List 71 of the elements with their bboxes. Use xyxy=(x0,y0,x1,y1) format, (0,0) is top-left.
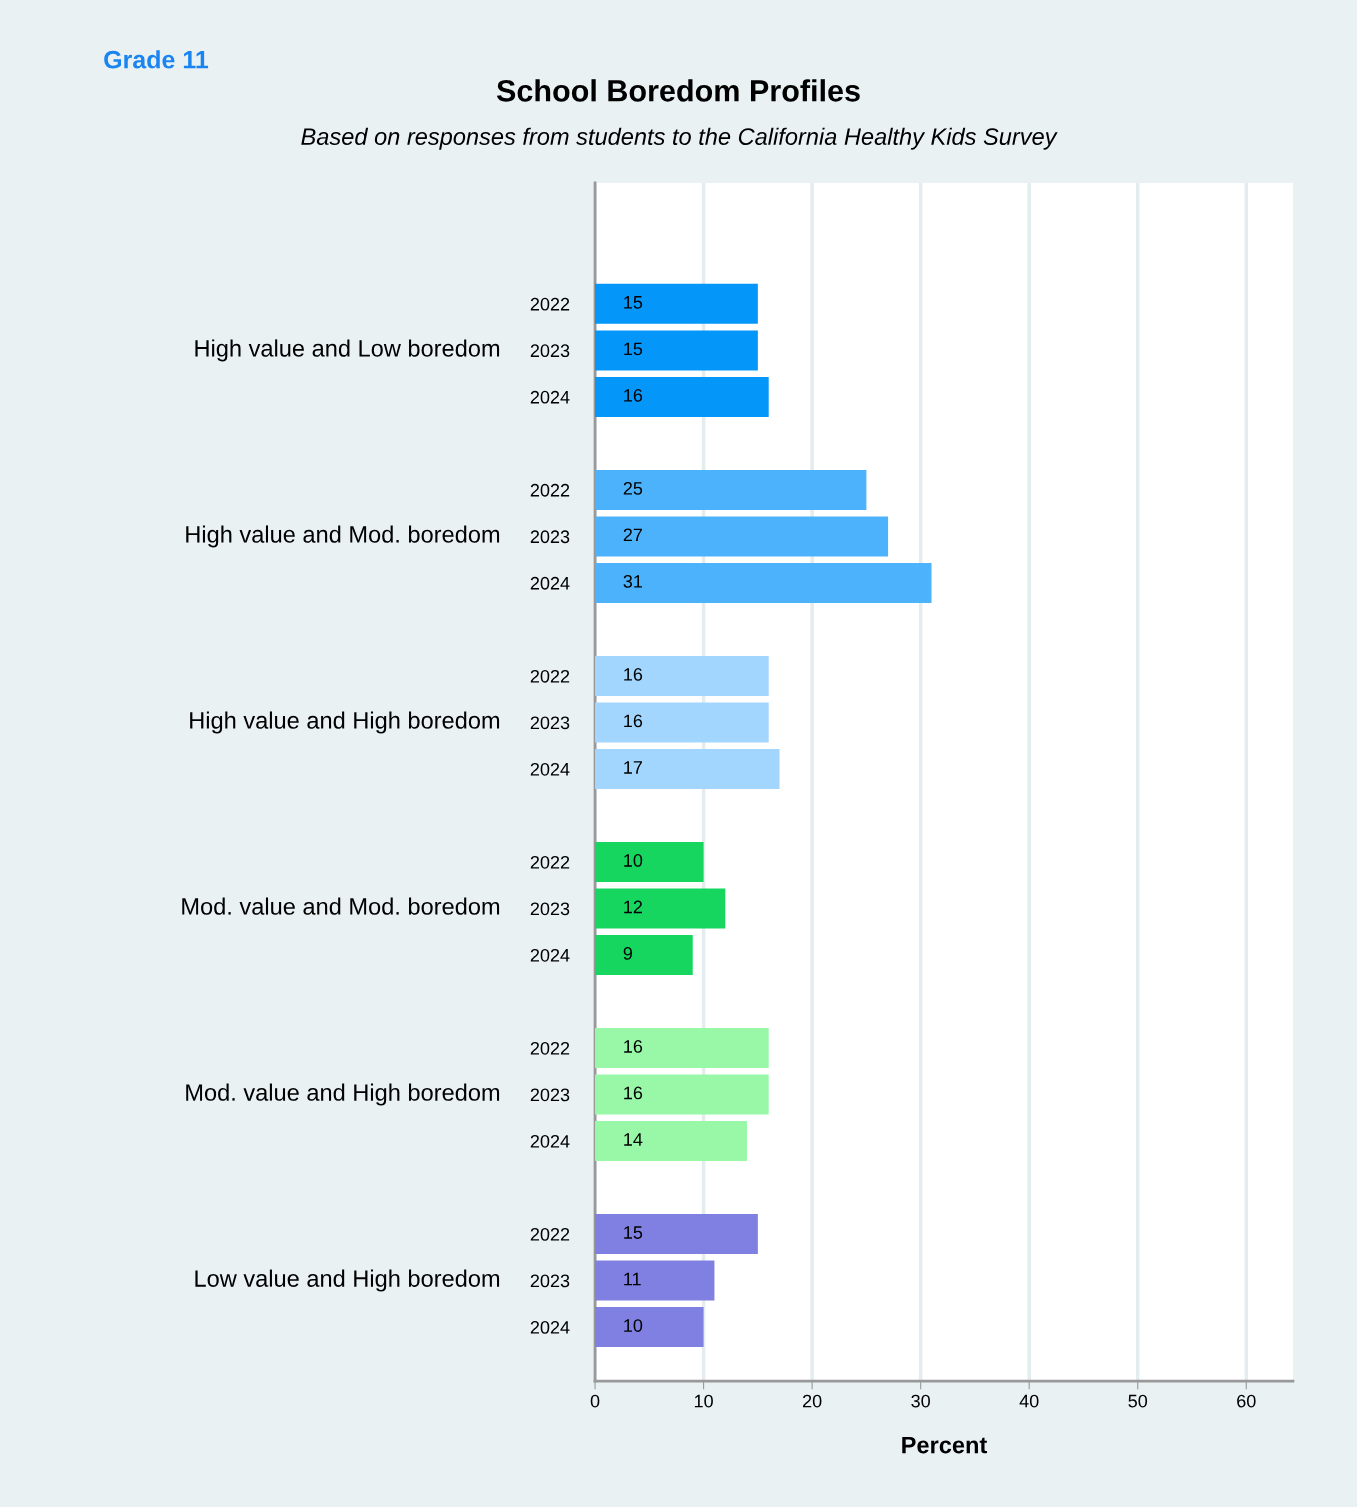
data-label: 10 xyxy=(624,1319,643,1332)
bar xyxy=(595,702,769,743)
y-tick-label: 2022 xyxy=(530,297,570,311)
data-label: 16 xyxy=(624,668,643,681)
bar xyxy=(595,1121,747,1162)
data-label: 16 xyxy=(624,1086,643,1100)
y-tick-label: 2023 xyxy=(530,1274,570,1288)
data-label: 14 xyxy=(624,1133,643,1146)
y-tick-label: 2023 xyxy=(530,530,570,544)
data-label: 16 xyxy=(624,388,643,402)
bar xyxy=(595,655,769,696)
y-tick-label: 2023 xyxy=(530,902,570,916)
bar xyxy=(595,935,693,975)
text: High value and Mod. boredom xyxy=(186,525,500,548)
data-label: 31 xyxy=(623,574,643,588)
bar xyxy=(595,330,758,371)
text: Mod. value and High boredom xyxy=(186,1083,500,1106)
x-tick-label: 40 xyxy=(1019,1394,1039,1408)
y-tick-label: 2022 xyxy=(530,669,570,683)
y-tick-label: 2023 xyxy=(530,716,570,730)
bar xyxy=(595,376,769,417)
x-tick-label: 20 xyxy=(802,1394,822,1408)
data-label: 25 xyxy=(623,481,643,495)
bar xyxy=(595,1307,704,1348)
bar xyxy=(595,1260,715,1301)
x-tick-label: 0 xyxy=(590,1394,600,1408)
y-tick-label: 2024 xyxy=(530,390,570,404)
data-label: 16 xyxy=(624,714,643,728)
y-tick-label: 2024 xyxy=(530,576,570,590)
x-tick-label: 30 xyxy=(911,1394,930,1408)
x-tick-label: 60 xyxy=(1237,1394,1256,1408)
bar xyxy=(595,748,780,789)
data-label: 27 xyxy=(623,528,642,542)
bar xyxy=(595,469,867,510)
y-tick-label: 2022 xyxy=(530,1227,570,1241)
data-label: 15 xyxy=(624,296,643,309)
y-tick-label: 2024 xyxy=(530,762,570,776)
bar xyxy=(595,1214,758,1255)
data-label: 11 xyxy=(624,1272,641,1286)
y-tick-label: 2024 xyxy=(530,948,570,962)
y-tick-label: 2024 xyxy=(530,1321,570,1334)
data-label: 17 xyxy=(624,761,642,774)
text: Grade 11 xyxy=(104,50,209,69)
y-tick-label: 2022 xyxy=(530,483,570,497)
y-tick-label: 2022 xyxy=(530,855,570,869)
bar xyxy=(595,1028,769,1069)
data-label: 16 xyxy=(624,1040,643,1053)
text: Mod. value and Mod. boredom xyxy=(182,897,500,915)
bar xyxy=(595,562,932,603)
x-tick-label: 50 xyxy=(1128,1394,1148,1408)
text: High value and Low boredom xyxy=(195,339,500,362)
x-tick-label: 10 xyxy=(694,1394,713,1408)
text: Low value and High boredom xyxy=(195,1269,500,1292)
bar xyxy=(595,888,726,929)
bar xyxy=(595,841,704,882)
data-label: 10 xyxy=(624,854,643,867)
y-tick-label: 2024 xyxy=(530,1134,570,1148)
y-tick-label: 2023 xyxy=(530,344,570,358)
bar xyxy=(595,1074,769,1115)
data-label: 9 xyxy=(623,947,633,960)
text: High value and High boredom xyxy=(190,711,500,734)
x-axis-title: Percent xyxy=(902,1436,988,1454)
y-tick-label: 2022 xyxy=(530,1041,570,1055)
bar xyxy=(595,516,889,557)
chart-title: School Boredom Profiles xyxy=(496,79,860,102)
chart-subtitle: Based on responses from students to the California Healthy Kids Survey xyxy=(301,127,1058,150)
bar xyxy=(595,283,758,324)
data-label: 15 xyxy=(624,342,643,356)
data-label: 12 xyxy=(624,900,642,914)
data-label: 15 xyxy=(624,1226,643,1239)
y-tick-label: 2023 xyxy=(530,1088,570,1102)
